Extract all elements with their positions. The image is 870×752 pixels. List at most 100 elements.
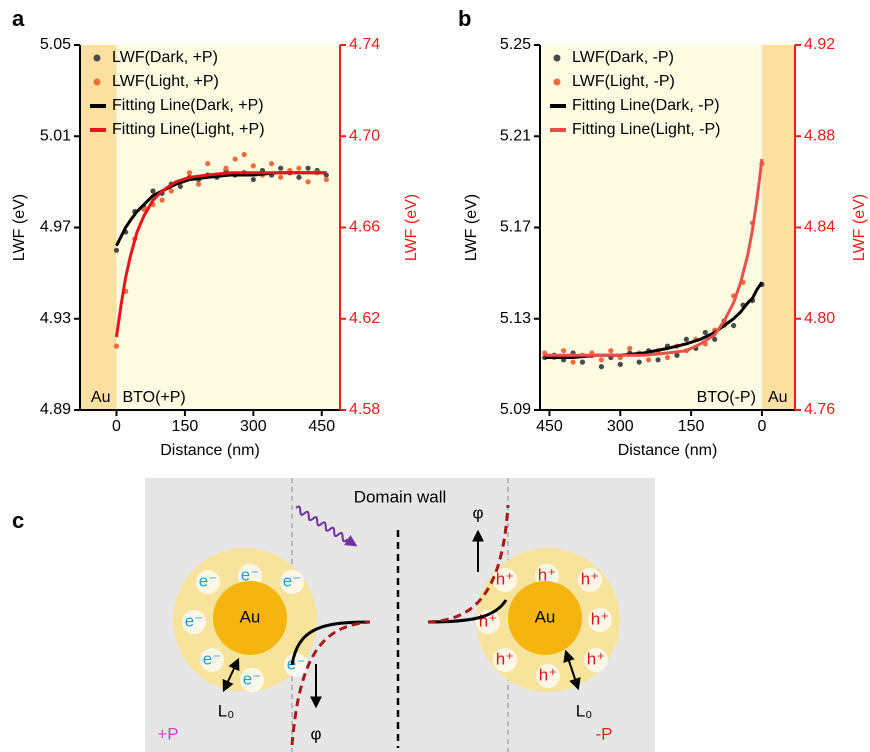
polarization-label: +P [157,724,178,743]
fit-line [115,171,327,338]
charge-label: e⁻ [241,565,259,584]
y2-tick-label: 4.88 [804,127,835,144]
data-point [159,197,165,203]
legend-label: Fitting Line(Light, +P) [112,121,265,138]
data-point [646,357,652,363]
data-point [608,348,614,354]
data-point [205,161,211,167]
x-tick-label: 150 [678,418,705,435]
y-tick-label: 4.89 [40,401,71,418]
polarization-label: -P [596,724,613,743]
legend-marker [553,78,561,86]
light-curve [290,620,371,746]
data-point [278,165,284,171]
data-point [113,247,120,253]
charge-label: e⁻ [243,669,261,688]
data-point [223,165,229,171]
charge-label: h⁺ [539,665,557,684]
data-point [113,343,120,349]
length-arrow [563,649,581,691]
x-tick-label: 450 [308,418,335,435]
y-tick-label: 5.05 [40,36,71,53]
light-wave [295,505,358,547]
legend-label: LWF(Dark, -P) [572,49,674,66]
legend-label: Fitting Line(Dark, +P) [112,97,264,114]
data-point [186,170,193,176]
data-point [305,165,311,171]
data-point [598,364,604,370]
data-point [241,151,247,158]
charges: e⁻ e⁻ e⁻ e⁻ e⁻ e⁻ e⁻ [185,565,305,688]
region-label: BTO(-P) [697,389,756,406]
legend-marker [93,78,101,86]
y-tick-label: 5.21 [500,127,531,144]
panel-label: b [458,6,471,31]
data-point [570,359,576,365]
y-tick-label: 5.09 [500,401,531,418]
legend-marker [93,54,101,62]
data-point [579,359,586,365]
data-point [323,176,329,183]
y-axis-label: LWF (eV) [463,194,480,261]
legend-label: LWF(Light, +P) [112,73,219,90]
dark-curve [427,599,508,624]
y2-tick-label: 4.74 [349,36,380,53]
region-label: Au [91,389,111,406]
region [116,45,340,410]
y2-axis-label: LWF (eV) [403,194,420,261]
data-point [305,179,311,185]
y2-tick-label: 4.76 [804,401,835,418]
core-label: Au [240,607,261,626]
legend-label: LWF(Dark, +P) [112,49,218,66]
y-tick-label: 4.97 [40,219,71,236]
y2-tick-label: 4.80 [804,310,835,327]
charge-label: h⁺ [581,569,599,588]
data-point [268,161,275,167]
diagram: c Domain wall Au e⁻ e⁻ e⁻ e⁻ e⁻ e⁻ e⁻ L₀… [12,478,655,752]
data-point [598,357,604,363]
x-tick-label: 300 [607,418,634,435]
dark-curve [290,620,371,666]
x-tick-label: 150 [172,418,199,435]
data-point [278,174,284,180]
y-tick-label: 5.13 [500,310,531,327]
charge-label: e⁻ [185,611,203,630]
charge-label: h⁺ [538,565,556,584]
x-tick-label: 0 [757,418,766,435]
x-axis-label: Distance (nm) [160,442,260,459]
y-axis-label: LWF (eV) [11,194,28,261]
au-core [508,581,582,655]
data-point [250,163,256,169]
legend-label: Fitting Line(Light, -P) [572,121,721,138]
charge-label: h⁺ [587,649,605,668]
charge-label: h⁺ [496,649,514,668]
au-core [213,581,287,655]
domain-wall-label: Domain wall [354,487,447,506]
light-curve [427,504,510,624]
data-point [636,359,642,365]
charge-sites [476,564,612,688]
legend-label: LWF(Light, -P) [572,73,675,90]
data-point [561,348,567,354]
length-label: L₀ [576,701,593,720]
length-label: L₀ [218,701,235,720]
region-label: Au [768,389,788,406]
potential-label: φ [472,503,483,522]
data-point [731,322,737,329]
charge-label: h⁺ [496,569,514,588]
legend-label: Fitting Line(Dark, -P) [572,97,720,114]
data-point [150,188,156,194]
data-point [712,336,718,342]
x-tick-label: 0 [112,418,121,435]
length-arrow [222,657,240,693]
y2-tick-label: 4.70 [349,127,380,144]
data-point [683,336,689,342]
charge-label: e⁻ [287,654,305,673]
x-tick-label: 300 [240,418,267,435]
y-tick-label: 5.25 [500,36,531,53]
core-label: Au [535,607,556,626]
data-point [177,183,183,190]
x-axis-label: Distance (nm) [618,442,718,459]
charge-label: e⁻ [199,571,217,590]
